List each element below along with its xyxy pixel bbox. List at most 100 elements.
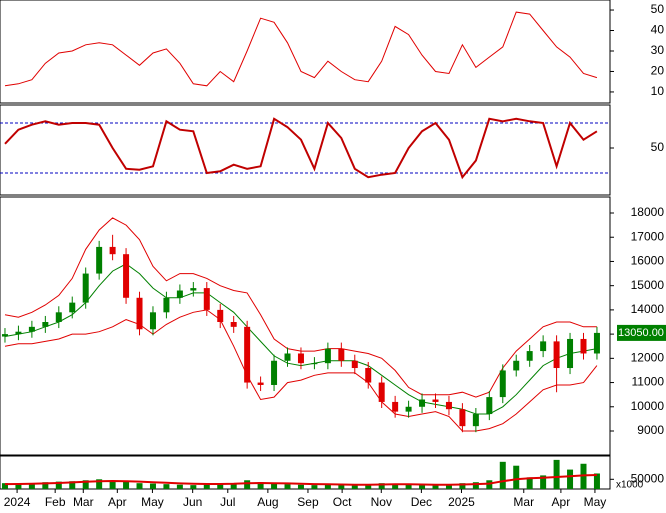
x-tick-label: Feb [45,495,66,509]
candle-body [540,341,547,352]
volume-bar [432,485,439,489]
volume-bar [378,483,385,489]
volume-bar [244,480,251,489]
x-tick-label: Sep [297,495,319,509]
candle-body [378,382,385,402]
candle-body [472,414,479,427]
indicator-line [4,117,598,180]
x-tick-label: Aug [257,495,278,509]
indicator-line [4,11,598,87]
candle-body [96,246,103,274]
y-tick-label: 30 [651,43,665,57]
volume-bar [230,483,237,489]
x-tick-label: May [584,495,607,509]
volume-bar [459,483,466,489]
volume-bar [297,484,304,489]
volume-bar [419,485,426,489]
panel-frame [0,196,611,456]
volume-bar [553,459,560,489]
candle-body [311,363,318,365]
volume-bar [540,475,547,489]
y-tick-label: 10000 [631,399,665,413]
volume-bar [593,473,600,489]
y-tick-label: 10 [651,84,665,98]
volume-bar [55,481,62,489]
candle-body [338,348,345,361]
candle-body [149,312,156,330]
y-tick-label: 12000 [631,351,665,365]
volume-bar [190,485,197,489]
volume-bar [1,483,8,489]
candle-body [82,273,89,303]
candle-body [405,406,412,412]
x-tick-label: Apr [552,495,571,509]
volume-bar [217,484,224,489]
candle-body [271,360,278,385]
volume-bar [513,465,520,489]
candle-body [176,290,183,298]
x-tick-label: Jun [183,495,202,509]
y-tick-label: 20 [651,64,665,78]
x-tick-label: Oct [333,495,352,509]
y-tick-label: 17000 [631,229,665,243]
candle-body [1,334,8,337]
volume-bar [567,469,574,489]
overlay-line [4,309,598,432]
candle-body [163,297,170,313]
candle-body [297,353,304,364]
candle-body [499,370,506,398]
candle-body [28,326,35,332]
x-tick-label: 2024 [4,495,31,509]
volume-bar [42,482,49,489]
candle-body [55,312,62,323]
x-tick-label: Nov [371,495,392,509]
candle-body [136,297,143,330]
volume-average [4,474,597,486]
y-tick-label: 50 [651,2,665,16]
x-tick-label: Apr [108,495,127,509]
volume-bar [176,484,183,489]
volume-bar [69,481,76,489]
y-tick-label: 18000 [631,205,665,219]
candle-body [42,322,49,327]
candle-body [257,382,264,385]
candle-body [69,302,76,313]
candle-body [284,353,291,361]
candle-body [419,399,426,407]
candle-body [392,401,399,412]
y-tick-label: 16000 [631,254,665,268]
volume-bar [136,483,143,489]
volume-bar [123,481,130,489]
volume-bar [392,483,399,489]
y-tick-label: 50 [651,140,665,154]
candle-body [123,254,130,298]
volume-bar [82,480,89,489]
y-tick-label: 9000 [637,423,664,437]
volume-bar [365,484,372,489]
panel-frame [0,0,611,104]
candle-body [324,348,331,364]
volume-bar [499,461,506,489]
candle-body [553,341,560,369]
volume-bar [271,483,278,489]
candle-body [486,397,493,415]
candle-body [513,360,520,371]
candle-body [459,409,466,427]
candle-body [351,360,358,369]
candle-body [432,399,439,402]
x-tick-label: Mar [513,495,534,509]
volume-bar [351,485,358,489]
volume-bar [15,484,22,489]
x-tick-label: Jul [220,495,235,509]
candle-body [567,338,574,369]
candle-body [365,368,372,383]
volume-bar [324,484,331,489]
x-tick-label: Mar [73,495,94,509]
candle-body [109,246,116,255]
volume-bar [96,479,103,489]
candle-body [15,331,22,335]
candle-body [230,322,237,327]
volume-bar [257,482,264,489]
y-tick-label: 11000 [632,375,665,389]
panel-frame [0,455,611,490]
